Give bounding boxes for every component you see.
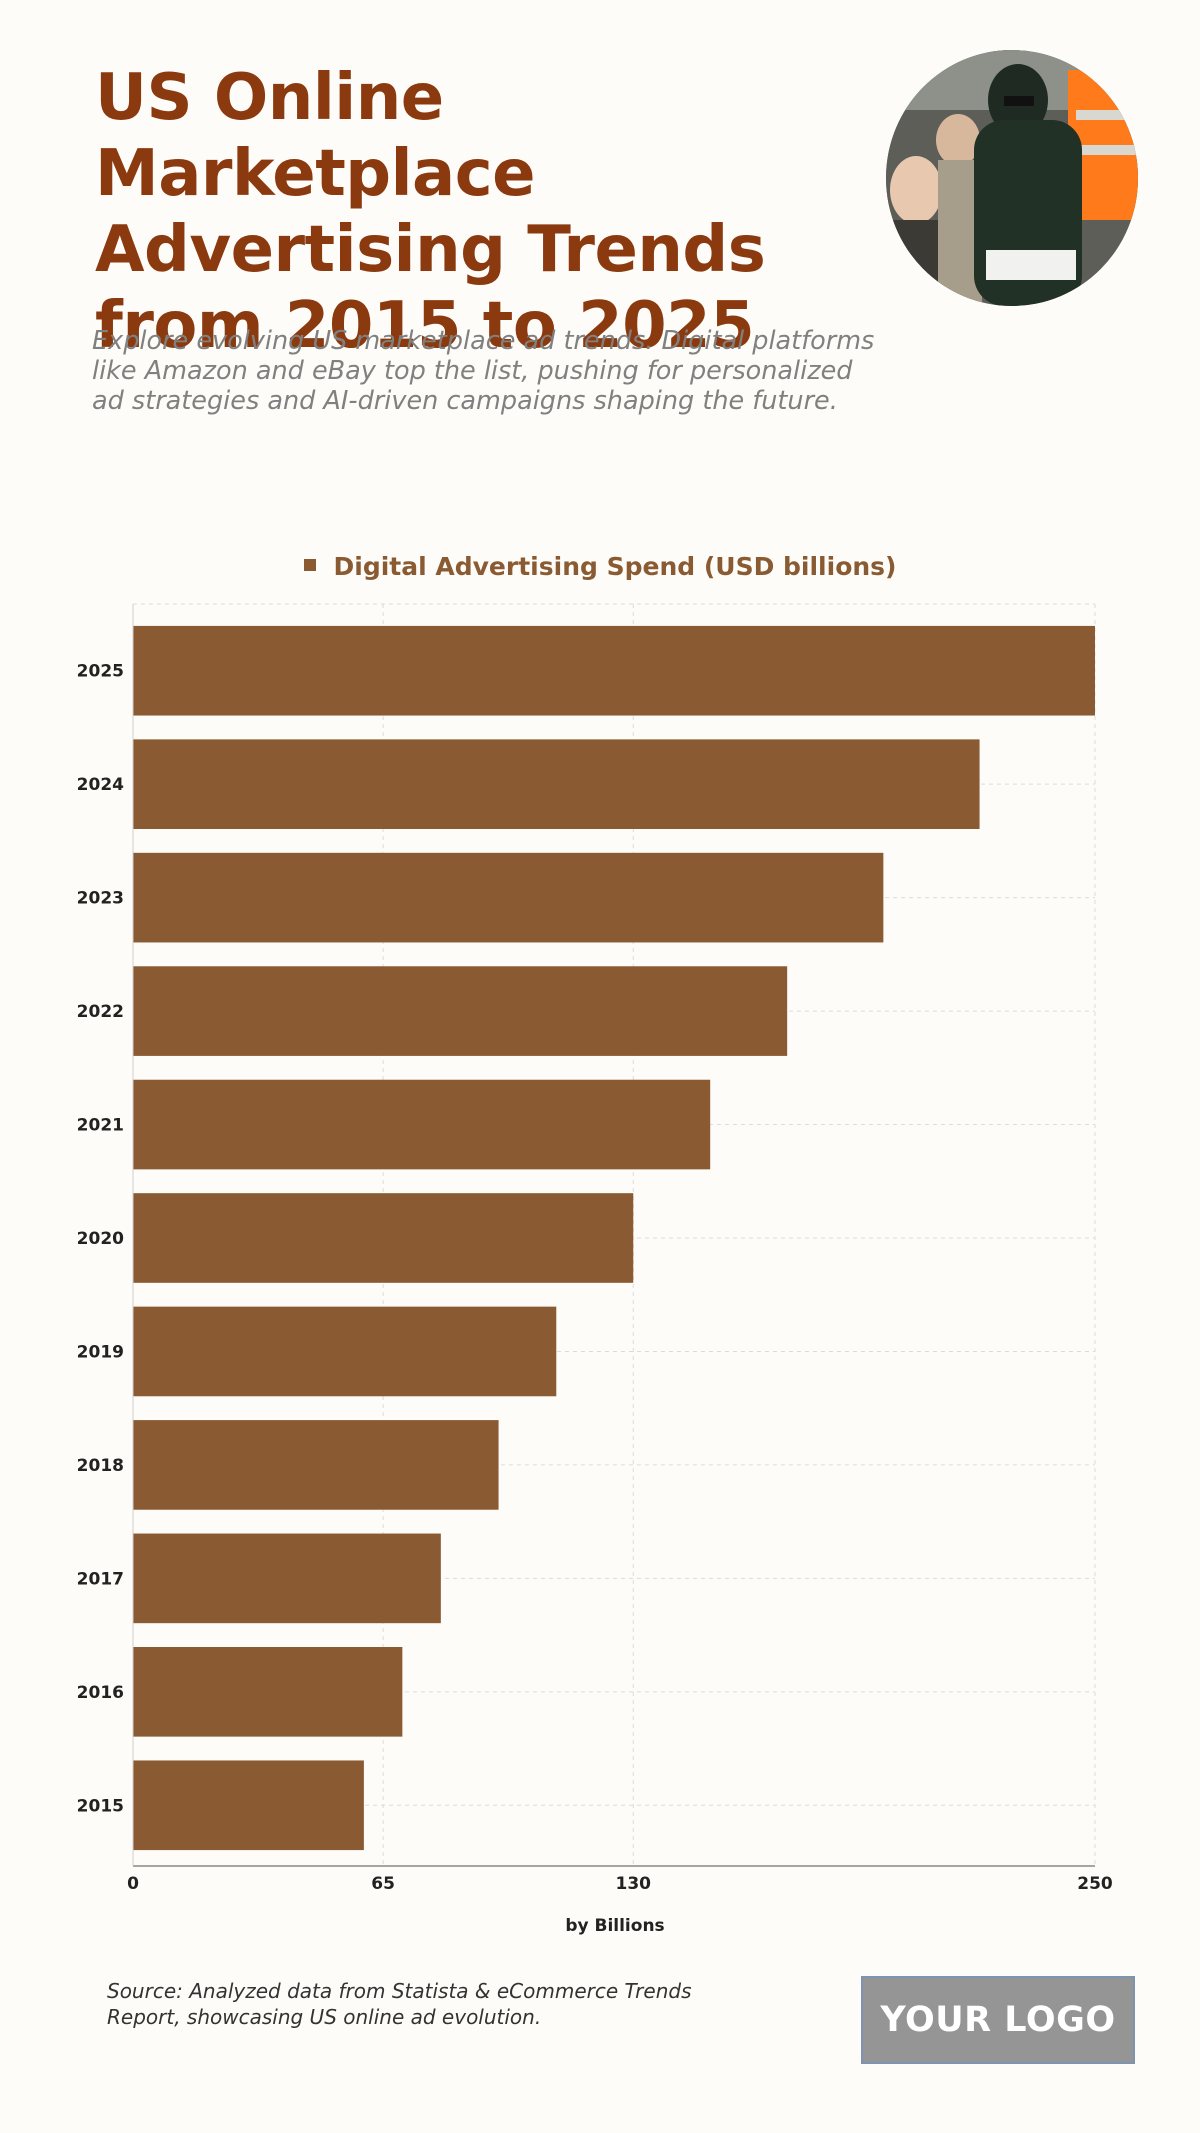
bar-2016 — [133, 1647, 403, 1737]
y-tick-label: 2018 — [77, 1456, 124, 1476]
legend-swatch — [303, 559, 316, 571]
bar-2022 — [133, 966, 788, 1056]
bar-2021 — [133, 1079, 711, 1170]
x-tick-label: 65 — [371, 1874, 395, 1894]
y-tick-label: 2020 — [77, 1229, 124, 1249]
chart-title: US Online Marketplace Advertising Trends… — [95, 61, 766, 363]
x-tick-label: 130 — [615, 1874, 651, 1894]
y-tick-label: 2015 — [77, 1796, 124, 1816]
bar-2025 — [133, 625, 1095, 716]
bar-2024 — [133, 739, 980, 829]
logo-placeholder: YOUR LOGO — [861, 1976, 1135, 2064]
y-tick-label: 2021 — [77, 1116, 124, 1136]
bar-2023 — [133, 852, 884, 943]
bar-chart: 2025 2024 2023 2022 2021 2020 2019 2018 2017 2016… — [77, 603, 1113, 1894]
legend-label: Digital Advertising Spend (USD billions) — [333, 552, 897, 581]
y-tick-label: 2022 — [77, 1002, 124, 1022]
y-tick-label: 2016 — [77, 1683, 124, 1703]
y-tick-label: 2024 — [77, 775, 124, 795]
y-tick-label: 2017 — [77, 1569, 124, 1589]
x-tick-label: 0 — [127, 1874, 139, 1894]
source-note: Source: Analyzed data from Statista & eC… — [107, 1979, 692, 2029]
chart-subtitle: Explore evolving US marketplace ad trend… — [92, 326, 875, 416]
x-tick-label: 250 — [1077, 1874, 1113, 1894]
bar-2017 — [133, 1533, 441, 1624]
y-tick-label: 2023 — [77, 889, 124, 909]
x-axis-title: by Billions — [565, 1916, 665, 1936]
bar-2019 — [133, 1306, 557, 1397]
chart-legend: Digital Advertising Spend (USD billions) — [0, 552, 1200, 581]
header-photo — [886, 50, 1138, 306]
y-tick-label: 2025 — [77, 662, 124, 682]
bar-2015 — [133, 1760, 364, 1851]
y-tick-label: 2019 — [77, 1342, 124, 1362]
bar-2018 — [133, 1420, 499, 1510]
bar-2020 — [133, 1193, 634, 1283]
